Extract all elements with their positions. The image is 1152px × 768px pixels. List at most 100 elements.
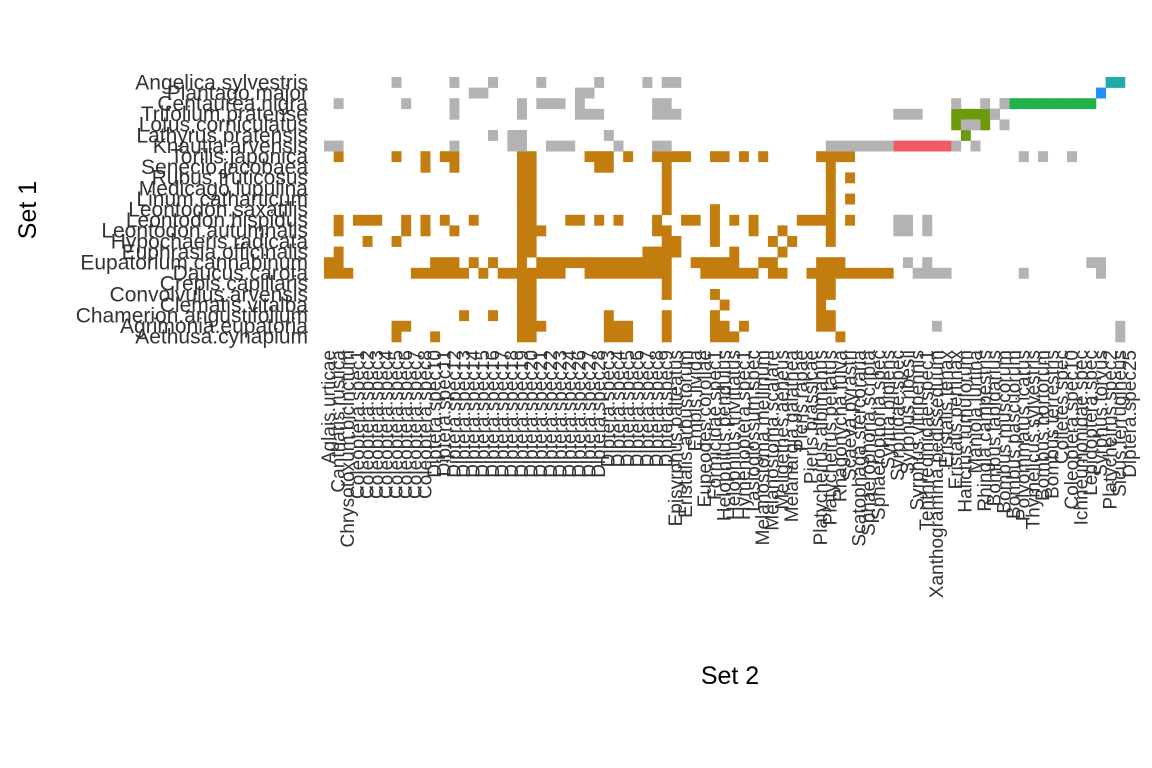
module-cell: [825, 278, 836, 290]
column-label: Bombus.terrestris: [1043, 350, 1064, 499]
module-cell: [758, 257, 769, 269]
column-label: Diptera.spec25: [1120, 350, 1141, 478]
module-cell: [1076, 98, 1087, 110]
row-label: Euphrasia.officinalis: [122, 241, 308, 264]
module-cell: [623, 320, 634, 332]
outside-module-cell: [478, 87, 489, 99]
module-cell: [825, 204, 836, 216]
heatmap-cells: [324, 77, 1126, 343]
column-label: Melanostoma.scalare: [763, 350, 784, 531]
column-label: Sphaerophoria.scripta: [859, 350, 880, 536]
column-label: Diptera.spec20: [521, 350, 542, 478]
module-cell: [439, 214, 450, 226]
column-label: Helophilus.trivittatus: [724, 350, 745, 520]
row-label: Plantago.major: [167, 82, 308, 105]
module-cell: [333, 225, 344, 237]
module-cell: [459, 310, 470, 322]
module-cell: [845, 172, 856, 184]
outside-module-cell: [594, 77, 605, 88]
column-label: Lepidoptera.spec: [1081, 350, 1102, 496]
outside-module-cell: [545, 140, 556, 152]
module-cell: [951, 108, 962, 120]
module-cell: [449, 151, 460, 163]
row-label: Knautia.arvensis: [153, 135, 308, 158]
outside-module-cell: [1038, 151, 1049, 163]
column-label: Coleoptera.spec10: [1062, 350, 1083, 510]
outside-module-cell: [603, 130, 614, 141]
column-label: Platycheirus.peltatus: [821, 350, 842, 525]
column-label: Diptera.spec24: [560, 350, 581, 478]
column-label: Pieris.brassicae: [801, 350, 822, 484]
column-label: Bombus.lapidarius: [985, 350, 1006, 506]
module-cell: [517, 183, 527, 194]
module-cell: [526, 331, 537, 343]
column-label: Diptera.spec19: [512, 350, 533, 478]
module-cell: [661, 246, 672, 258]
module-cell: [352, 214, 363, 226]
module-cell: [603, 257, 614, 269]
module-cell: [623, 151, 634, 163]
row-label: Clematis.vitalba: [160, 294, 309, 317]
column-label: Bombus.muscorum: [994, 350, 1015, 514]
column-label: Bombus.hortorum: [1033, 350, 1054, 501]
column-label: Coleoptera.spec8: [415, 350, 436, 499]
module-cell: [526, 310, 537, 322]
module-cell: [517, 278, 527, 290]
module-cell: [449, 161, 460, 173]
row-label: Linum.catharticum: [136, 188, 308, 211]
module-cell: [738, 267, 749, 279]
outside-module-cell: [536, 98, 547, 110]
column-label: Polyommatus.icarus: [1014, 350, 1035, 521]
module-cell: [613, 267, 624, 279]
outside-module-cell: [536, 77, 547, 88]
outside-module-cell: [960, 119, 971, 131]
module-cell: [671, 151, 682, 163]
module-cell: [661, 172, 672, 184]
module-cell: [652, 225, 663, 237]
module-cell: [449, 257, 460, 269]
column-label: Sphaerophoria.spec: [869, 350, 890, 520]
module-cell: [719, 320, 730, 332]
module-cell: [816, 267, 827, 279]
module-cell: [748, 225, 759, 237]
column-label: Chrysotoxum.bicinctum: [338, 350, 359, 547]
module-cell: [777, 225, 788, 237]
module-cell: [439, 267, 450, 279]
column-label: Tenthredinidae.spec1: [917, 350, 938, 531]
row-label: Daucus.carota: [173, 262, 309, 285]
outside-module-cell: [584, 108, 595, 120]
module-cell: [690, 257, 701, 269]
module-cell: [545, 267, 556, 279]
module-cell: [362, 236, 373, 247]
module-cell: [517, 151, 527, 163]
outside-module-cell: [903, 257, 913, 269]
outside-module-cell: [999, 98, 1010, 110]
module-cell: [526, 225, 537, 237]
module-cell: [517, 257, 527, 269]
module-cell: [835, 267, 846, 279]
column-label: Eupeodes.corollae: [695, 350, 716, 507]
column-label: Diptera.spec7: [637, 350, 658, 467]
column-label: Diptera.spec9: [657, 350, 678, 467]
module-cell: [517, 246, 527, 258]
column-label: Diptera.spec8: [647, 350, 668, 467]
module-cell: [449, 267, 460, 279]
module-cell: [719, 331, 730, 343]
module-cell: [652, 151, 663, 163]
outside-module-cell: [594, 108, 605, 120]
outside-module-cell: [671, 77, 682, 88]
outside-module-cell: [1096, 267, 1106, 279]
module-cell: [845, 193, 856, 205]
module-cell: [825, 310, 836, 322]
column-label: Coleoptera.spec3: [367, 350, 388, 499]
module-cell: [729, 267, 740, 279]
module-cell: [603, 151, 614, 163]
module-cell: [324, 267, 334, 279]
module-cell: [574, 214, 585, 226]
module-cell: [391, 320, 402, 332]
module-cell: [661, 310, 672, 322]
column-label: Maniola.jurtina: [965, 350, 986, 474]
module-cell: [613, 320, 624, 332]
module-cell: [1038, 98, 1049, 110]
module-cell: [517, 172, 527, 184]
